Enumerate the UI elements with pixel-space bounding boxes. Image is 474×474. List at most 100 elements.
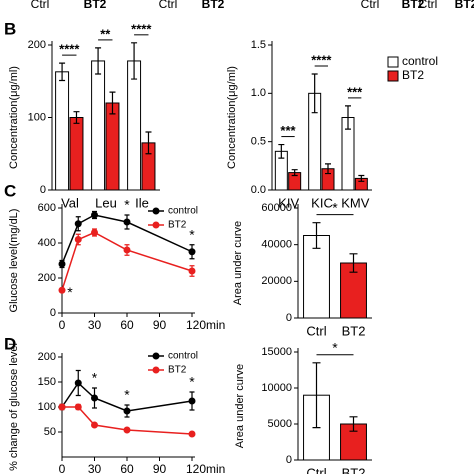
top-label: BT2 xyxy=(84,0,107,11)
error-bar xyxy=(59,62,66,82)
significance: **** xyxy=(59,42,80,57)
x-tick-label: 90 xyxy=(153,462,167,474)
y-tick-label: 60000 xyxy=(261,202,292,214)
legend-label: control xyxy=(168,206,198,217)
y-tick-label: 0.0 xyxy=(251,184,266,196)
point xyxy=(58,260,66,268)
error-bar xyxy=(131,42,138,80)
y-tick-label: 0.5 xyxy=(251,136,266,148)
error-bar xyxy=(145,131,152,155)
x-tick-label: Ctrl xyxy=(306,465,326,474)
y-tick-label: 1.5 xyxy=(251,39,266,51)
bar xyxy=(105,102,120,191)
point xyxy=(91,211,98,219)
significance: * xyxy=(189,374,195,390)
y-tick-label: 10000 xyxy=(261,382,292,394)
y-tick-label: 1.0 xyxy=(251,87,266,99)
y-tick-label: 200 xyxy=(38,351,56,363)
significance: * xyxy=(124,387,130,403)
point xyxy=(123,407,131,415)
bar xyxy=(303,235,330,319)
point xyxy=(91,421,98,429)
x-tick-label: KIC xyxy=(311,195,333,210)
x-tick-label: 90 xyxy=(153,318,167,332)
error-bar xyxy=(349,253,358,273)
legend-label: control xyxy=(402,54,438,68)
bar xyxy=(69,117,84,191)
error-bar xyxy=(73,111,80,124)
x-tick-label: 30 xyxy=(88,462,102,474)
error-bar xyxy=(358,174,365,182)
x-tick-label: 120min xyxy=(186,318,225,332)
top-label: BT2 xyxy=(402,0,425,11)
legend-swatch xyxy=(387,56,399,68)
x-tick-label: 30 xyxy=(88,318,102,332)
y-axis-label: Area under curve xyxy=(234,364,246,448)
y-axis-label: % change of glucose level xyxy=(8,343,20,471)
x-tick-label: Ctrl xyxy=(306,323,326,338)
significance: * xyxy=(124,197,130,213)
error-bar xyxy=(349,416,358,432)
significance: *** xyxy=(280,123,296,138)
top-label: BT2 xyxy=(202,0,225,11)
y-tick-label: 200 xyxy=(28,39,46,51)
legend-marker xyxy=(152,366,160,374)
y-tick-label: 100 xyxy=(38,401,56,413)
legend-label: BT2 xyxy=(402,68,424,82)
point xyxy=(188,430,196,438)
y-tick-label: 40000 xyxy=(261,239,292,251)
error-bar xyxy=(311,73,318,114)
bar xyxy=(55,71,70,191)
legend-swatch xyxy=(387,70,399,82)
point xyxy=(123,426,131,434)
panel-letter: B xyxy=(4,19,16,38)
bar xyxy=(91,60,106,191)
error-bar xyxy=(109,91,116,115)
y-tick-label: 0 xyxy=(50,307,56,319)
legend-label: control xyxy=(168,351,198,362)
error-bar xyxy=(291,169,298,177)
top-label: Ctrl xyxy=(31,0,50,11)
top-label: Ctrl xyxy=(361,0,380,11)
significance: * xyxy=(189,226,195,242)
x-tick-label: Leu xyxy=(95,195,117,210)
error-bar xyxy=(278,143,285,159)
y-tick-label: 20000 xyxy=(261,275,292,287)
legend-label: BT2 xyxy=(168,365,187,376)
significance: ** xyxy=(100,26,111,41)
x-tick-label: BT2 xyxy=(342,465,366,474)
x-tick-label: Ile xyxy=(135,195,149,210)
x-tick-label: KMV xyxy=(341,195,370,210)
error-bar xyxy=(312,362,321,429)
significance: **** xyxy=(311,52,332,67)
bar xyxy=(127,60,142,191)
point xyxy=(74,236,82,243)
x-tick-label: 0 xyxy=(59,318,66,332)
x-tick-label: KIV xyxy=(278,195,299,210)
significance: *** xyxy=(347,84,363,99)
legend-marker xyxy=(152,207,160,215)
significance: * xyxy=(67,284,73,300)
point xyxy=(123,218,131,226)
point xyxy=(91,394,98,402)
y-tick-label: 0 xyxy=(286,312,292,324)
y-axis-label: Area under curve xyxy=(232,221,244,305)
y-tick-label: 5000 xyxy=(268,418,292,430)
point xyxy=(74,379,82,387)
top-label: Ctrl xyxy=(419,0,438,11)
line xyxy=(61,231,193,291)
significance: * xyxy=(332,340,338,356)
point xyxy=(58,403,66,411)
y-axis-label: Concentration(μg/ml) xyxy=(226,66,238,169)
error-bar xyxy=(312,222,321,249)
x-tick-label: 120min xyxy=(186,462,225,474)
error-bar xyxy=(325,163,331,175)
x-tick-label: 0 xyxy=(59,462,66,474)
top-label: Ctrl xyxy=(159,0,178,11)
significance: * xyxy=(92,370,98,386)
x-tick-label: BT2 xyxy=(342,323,366,338)
y-tick-label: 15000 xyxy=(261,346,292,358)
y-tick-label: 600 xyxy=(38,202,56,214)
error-bar xyxy=(345,105,351,130)
